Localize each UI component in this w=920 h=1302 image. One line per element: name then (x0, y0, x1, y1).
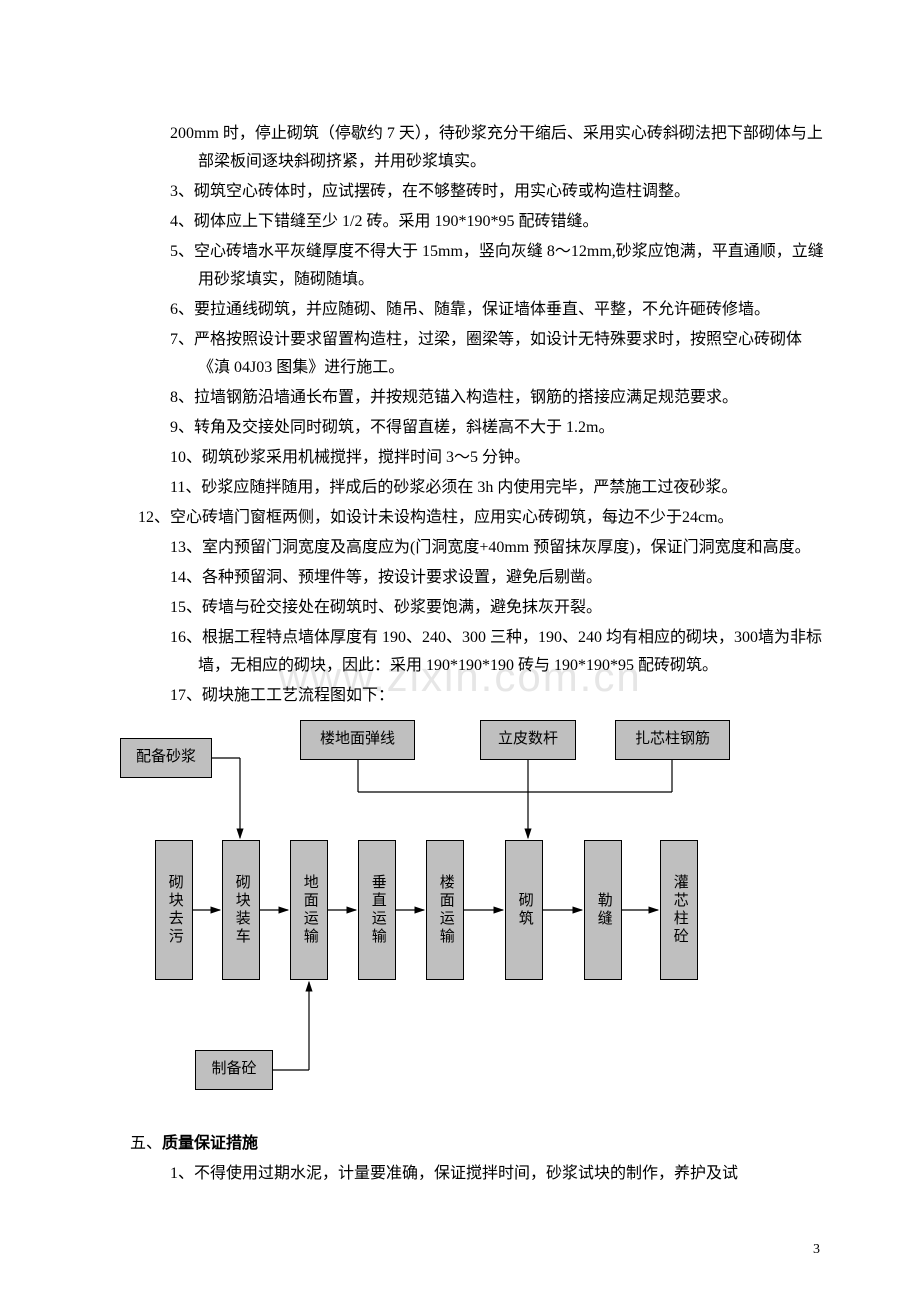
flow-box: 楼面运输 (426, 840, 464, 980)
section-heading: 五、质量保证措施 (90, 1130, 830, 1158)
paragraph: 7、严格按照设计要求留置构造柱，过梁，圈梁等，如设计无特殊要求时，按照空心砖砌体… (90, 326, 830, 382)
flowchart: 配备砂浆 楼地面弹线 立皮数杆扎芯柱钢筋砌块去污砌块装车地面运输垂直运输楼面运输 砌筑… (100, 720, 820, 1110)
flow-box: 砌块装车 (222, 840, 260, 980)
paragraph: 13、室内预留门洞宽度及高度应为(门洞宽度+40mm 预留抹灰厚度)，保证门洞宽… (90, 534, 830, 562)
page-number: 3 (813, 1238, 820, 1263)
flow-box: 砌筑 (505, 840, 543, 980)
paragraph: 3、砌筑空心砖体时，应试摆砖，在不够整砖时，用实心砖或构造柱调整。 (90, 178, 830, 206)
flow-box: 地面运输 (290, 840, 328, 980)
paragraph: 10、砌筑砂浆采用机械搅拌，搅拌时间 3～5 分钟。 (90, 444, 830, 472)
paragraph: 200mm 时，停止砌筑（停歇约 7 天），待砂浆充分干缩后、采用实心砖斜砌法把… (90, 120, 830, 176)
flow-box: 制备砼 (195, 1050, 273, 1090)
flow-box: 砌块去污 (155, 840, 193, 980)
flow-box: 立皮数杆 (480, 720, 576, 760)
paragraph: 12、空心砖墙门窗框两侧，如设计未设构造柱，应用实心砖砌筑，每边不少于24cm。 (90, 504, 830, 532)
paragraph: 17、砌块施工工艺流程图如下： (90, 682, 830, 710)
paragraph: 15、砖墙与砼交接处在砌筑时、砂浆要饱满，避免抹灰开裂。 (90, 594, 830, 622)
paragraph: 9、转角及交接处同时砌筑，不得留直槎，斜槎高不大于 1.2m。 (90, 414, 830, 442)
flow-box: 楼地面弹线 (300, 720, 415, 760)
paragraph: 11、砂浆应随拌随用，拌成后的砂浆必须在 3h 内使用完毕，严禁施工过夜砂浆。 (90, 474, 830, 502)
flow-box: 扎芯柱钢筋 (615, 720, 730, 760)
document-body: 200mm 时，停止砌筑（停歇约 7 天），待砂浆充分干缩后、采用实心砖斜砌法把… (90, 120, 830, 1188)
paragraph: 4、砌体应上下错缝至少 1/2 砖。采用 190*190*95 配砖错缝。 (90, 208, 830, 236)
flow-box: 灌芯柱砼 (660, 840, 698, 980)
paragraph: 8、拉墙钢筋沿墙通长布置，并按规范锚入构造柱，钢筋的搭接应满足规范要求。 (90, 384, 830, 412)
flow-box: 勒缝 (584, 840, 622, 980)
flow-box: 垂直运输 (358, 840, 396, 980)
paragraph: 16、根据工程特点墙体厚度有 190、240、300 三种，190、240 均有… (90, 624, 830, 680)
tail-paragraph: 1、不得使用过期水泥，计量要准确，保证搅拌时间，砂浆试块的制作，养护及试 (90, 1160, 830, 1188)
paragraph: 5、空心砖墙水平灰缝厚度不得大于 15mm，竖向灰缝 8～12mm,砂浆应饱满，… (90, 238, 830, 294)
paragraph: 6、要拉通线砌筑，并应随砌、随吊、随靠，保证墙体垂直、平整，不允许砸砖修墙。 (90, 296, 830, 324)
paragraph-list: 200mm 时，停止砌筑（停歇约 7 天），待砂浆充分干缩后、采用实心砖斜砌法把… (90, 120, 830, 710)
section-number: 五、 (130, 1135, 162, 1152)
flow-box: 配备砂浆 (120, 738, 212, 778)
paragraph: 14、各种预留洞、预埋件等，按设计要求设置，避免后剔凿。 (90, 564, 830, 592)
section-title: 质量保证措施 (162, 1135, 258, 1152)
